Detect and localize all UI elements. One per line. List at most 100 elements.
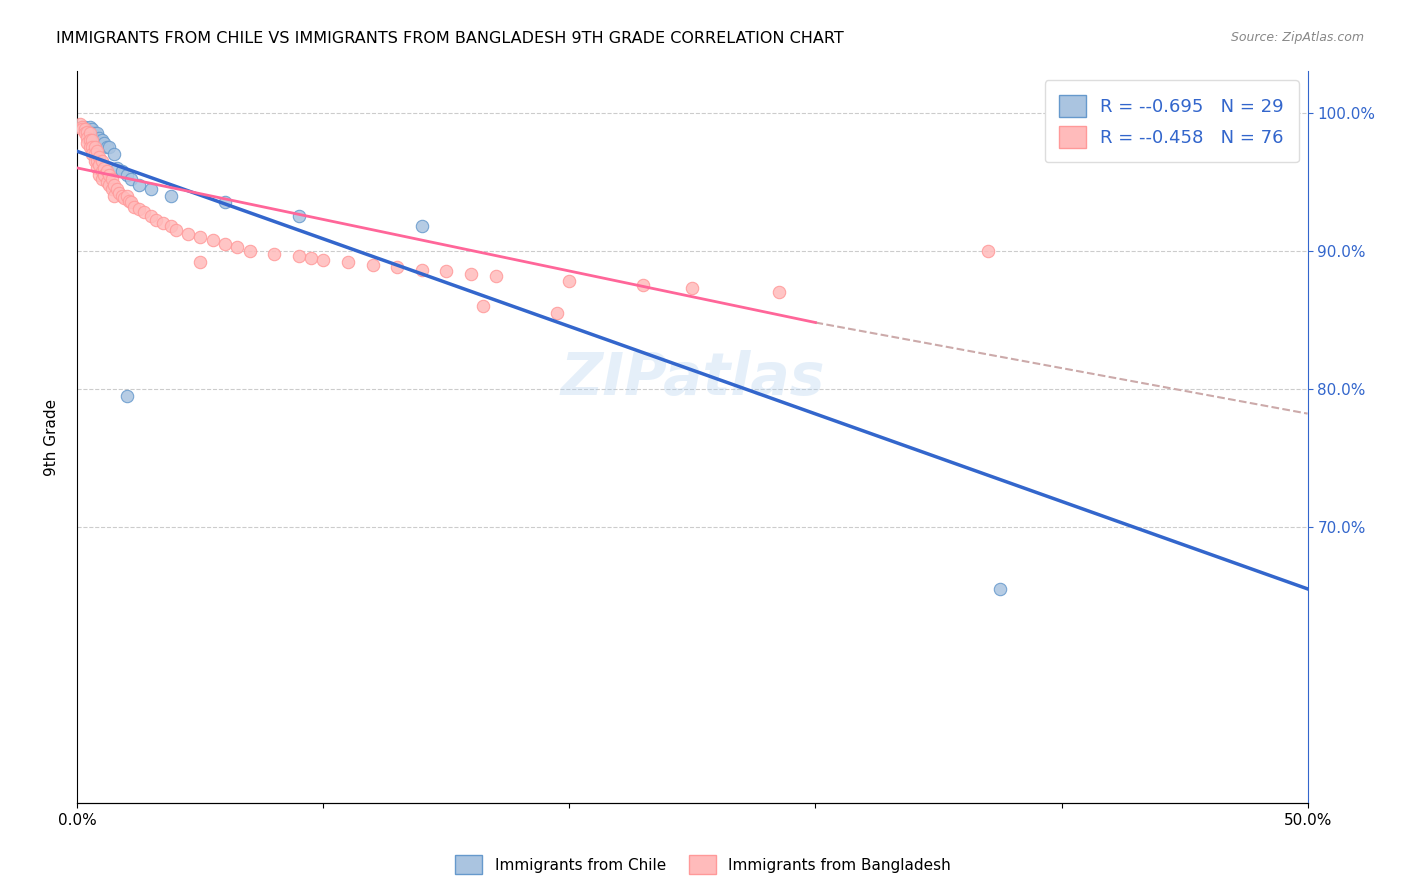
Point bbox=[105, 161, 128, 175]
Point bbox=[201, 233, 224, 247]
Point bbox=[460, 267, 482, 281]
Point bbox=[101, 182, 124, 196]
Point bbox=[96, 140, 118, 154]
Point bbox=[299, 251, 322, 265]
Point bbox=[165, 223, 187, 237]
Point bbox=[152, 216, 174, 230]
Point bbox=[288, 249, 311, 263]
Point bbox=[76, 125, 98, 139]
Point bbox=[108, 186, 131, 200]
Point bbox=[145, 213, 167, 227]
Point bbox=[190, 255, 212, 269]
Point bbox=[86, 154, 108, 169]
Point bbox=[79, 133, 101, 147]
Point bbox=[160, 188, 183, 202]
Point bbox=[112, 191, 135, 205]
Point bbox=[226, 239, 249, 253]
Point bbox=[485, 268, 508, 283]
Point bbox=[83, 130, 105, 145]
Point bbox=[89, 168, 111, 182]
Point bbox=[436, 264, 458, 278]
Point bbox=[111, 163, 132, 178]
Point bbox=[115, 188, 138, 202]
Point bbox=[82, 140, 104, 154]
Point bbox=[82, 127, 104, 141]
Point bbox=[90, 172, 114, 186]
Point bbox=[93, 161, 115, 175]
Point bbox=[70, 122, 93, 136]
Point bbox=[76, 136, 98, 150]
Point bbox=[977, 244, 1000, 258]
Point bbox=[82, 147, 104, 161]
Point bbox=[82, 133, 104, 147]
Point bbox=[988, 582, 1011, 596]
Point bbox=[76, 130, 98, 145]
Point bbox=[89, 158, 111, 172]
Text: ZIPatlas: ZIPatlas bbox=[560, 350, 825, 407]
Point bbox=[90, 133, 114, 147]
Point bbox=[83, 154, 105, 169]
Point bbox=[337, 255, 360, 269]
Point bbox=[312, 253, 335, 268]
Point bbox=[70, 120, 93, 134]
Point bbox=[103, 188, 125, 202]
Point bbox=[96, 175, 118, 189]
Point bbox=[768, 285, 790, 300]
Point bbox=[387, 260, 409, 275]
Point bbox=[472, 299, 495, 313]
Point bbox=[239, 244, 262, 258]
Point bbox=[132, 205, 155, 219]
Point bbox=[83, 147, 105, 161]
Point bbox=[682, 281, 704, 295]
Point bbox=[214, 236, 236, 251]
Point bbox=[122, 200, 145, 214]
Point bbox=[160, 219, 183, 233]
Point bbox=[118, 194, 141, 208]
Point bbox=[79, 120, 101, 134]
Point bbox=[90, 163, 114, 178]
Point bbox=[79, 127, 101, 141]
Point bbox=[93, 136, 115, 150]
Point bbox=[190, 230, 212, 244]
Point bbox=[103, 178, 125, 192]
Point bbox=[111, 188, 132, 202]
Point bbox=[141, 209, 163, 223]
Point bbox=[121, 195, 143, 210]
Point bbox=[128, 202, 150, 217]
Point bbox=[70, 120, 93, 134]
Point bbox=[558, 274, 581, 288]
Point bbox=[633, 278, 655, 293]
Point bbox=[214, 195, 236, 210]
Point bbox=[83, 140, 105, 154]
Point bbox=[86, 127, 108, 141]
Point bbox=[546, 306, 568, 320]
Point bbox=[121, 172, 143, 186]
Point bbox=[86, 145, 108, 159]
Point bbox=[101, 172, 124, 186]
Y-axis label: 9th Grade: 9th Grade bbox=[44, 399, 59, 475]
Point bbox=[411, 219, 433, 233]
Point bbox=[98, 140, 121, 154]
Point bbox=[263, 246, 285, 260]
Point bbox=[361, 258, 384, 272]
Point bbox=[73, 127, 96, 141]
Point bbox=[411, 263, 433, 277]
Point bbox=[115, 168, 138, 182]
Text: IMMIGRANTS FROM CHILE VS IMMIGRANTS FROM BANGLADESH 9TH GRADE CORRELATION CHART: IMMIGRANTS FROM CHILE VS IMMIGRANTS FROM… bbox=[56, 31, 844, 46]
Point bbox=[79, 127, 101, 141]
Point bbox=[73, 120, 96, 134]
Legend: R = --0.695   N = 29, R = --0.458   N = 76: R = --0.695 N = 29, R = --0.458 N = 76 bbox=[1045, 80, 1299, 162]
Point bbox=[89, 150, 111, 164]
Point bbox=[86, 133, 108, 147]
Point bbox=[69, 117, 91, 131]
Point bbox=[93, 168, 115, 182]
Point bbox=[79, 140, 101, 154]
Point bbox=[82, 122, 104, 136]
Point bbox=[128, 178, 150, 192]
Point bbox=[76, 122, 98, 136]
Point bbox=[105, 182, 128, 196]
Point bbox=[103, 147, 125, 161]
Point bbox=[73, 122, 96, 136]
Point bbox=[288, 209, 311, 223]
Text: Source: ZipAtlas.com: Source: ZipAtlas.com bbox=[1230, 31, 1364, 45]
